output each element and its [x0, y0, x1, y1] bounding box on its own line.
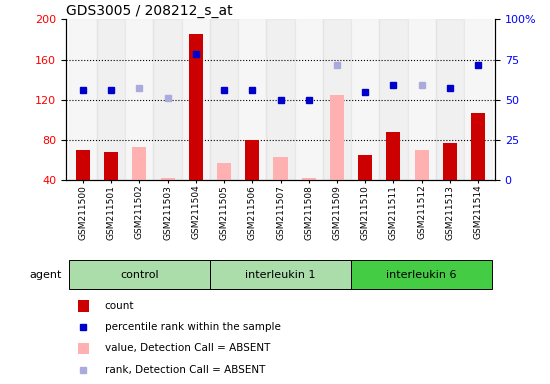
Bar	[104, 152, 118, 180]
Bar	[78, 300, 89, 312]
Bar	[464, 19, 492, 180]
Bar	[189, 34, 203, 180]
Bar	[351, 260, 492, 289]
Text: control: control	[120, 270, 159, 280]
Text: GDS3005 / 208212_s_at: GDS3005 / 208212_s_at	[66, 4, 233, 18]
Bar	[78, 343, 89, 354]
Bar	[358, 155, 372, 180]
Bar	[182, 19, 210, 180]
Text: value, Detection Call = ABSENT: value, Detection Call = ABSENT	[104, 343, 270, 354]
Bar	[415, 150, 428, 180]
Text: interleukin 6: interleukin 6	[386, 270, 457, 280]
Bar	[210, 260, 351, 289]
Bar	[301, 179, 316, 180]
Bar	[436, 19, 464, 180]
Bar	[217, 163, 231, 180]
Bar	[386, 132, 400, 180]
Bar	[379, 19, 408, 180]
Bar	[323, 19, 351, 180]
Bar	[161, 179, 175, 180]
Bar	[125, 19, 153, 180]
Bar	[266, 19, 295, 180]
Bar	[69, 19, 97, 180]
Bar	[273, 157, 288, 180]
Bar	[295, 19, 323, 180]
Bar	[238, 19, 266, 180]
Bar	[471, 113, 485, 180]
Bar	[153, 19, 182, 180]
Bar	[97, 19, 125, 180]
Bar	[133, 147, 146, 180]
Text: count: count	[104, 301, 134, 311]
Bar	[210, 19, 238, 180]
Text: agent: agent	[29, 270, 62, 280]
Text: interleukin 1: interleukin 1	[245, 270, 316, 280]
Bar	[408, 19, 436, 180]
Bar	[69, 260, 210, 289]
Bar	[330, 95, 344, 180]
Bar	[245, 140, 260, 180]
Text: rank, Detection Call = ABSENT: rank, Detection Call = ABSENT	[104, 364, 265, 375]
Bar	[351, 19, 380, 180]
Text: percentile rank within the sample: percentile rank within the sample	[104, 322, 280, 333]
Bar	[76, 150, 90, 180]
Bar	[443, 143, 457, 180]
